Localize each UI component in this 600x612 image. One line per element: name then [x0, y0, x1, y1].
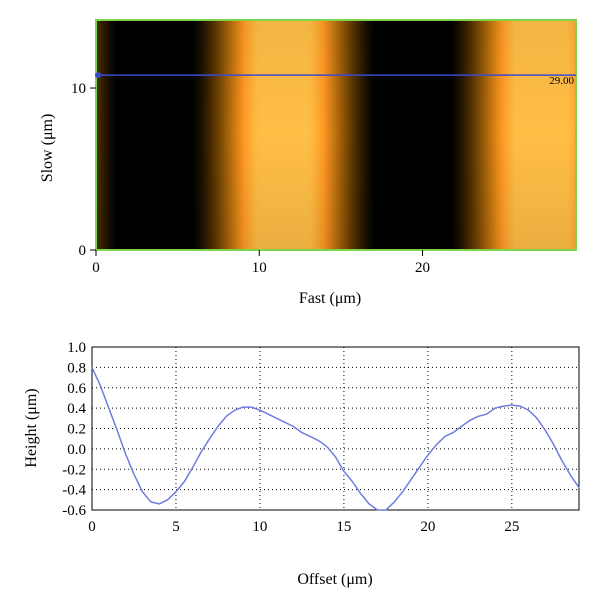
profile-point: [183, 480, 185, 483]
profile-point: [234, 409, 236, 411]
profile-x-axis-label: Offset (μm): [297, 571, 372, 588]
profile-y-tick-label: 0.2: [67, 422, 86, 438]
profile-point: [158, 503, 160, 505]
height-profile-panel: 0 5 10 15 20 25 -0.6 -0.4 -0.2 0.0 0.2 0.4 0.6 0.8 1.…: [23, 340, 580, 588]
profile-point: [116, 429, 118, 432]
profile-point: [553, 444, 555, 446]
profile-point: [318, 440, 320, 442]
profile-point: [368, 503, 370, 505]
profile-point: [242, 406, 244, 408]
profile-point: [192, 466, 194, 468]
profile-point: [376, 509, 379, 511]
afm-x-tick-label: 20: [415, 260, 430, 276]
scan-marker-label: 29.00: [549, 75, 574, 87]
profile-y-tick-label: 0.8: [67, 360, 86, 376]
profile-y-tick-label: -0.2: [62, 462, 86, 478]
profile-point: [250, 406, 253, 408]
afm-image-border: [95, 19, 577, 251]
scan-marker-handle[interactable]: [95, 72, 101, 79]
afm-x-ticks: 0 10 20: [92, 250, 430, 276]
afm-y-tick-label: 10: [71, 81, 86, 97]
height-profile-line: [91, 367, 580, 511]
profile-point: [418, 466, 421, 468]
profile-point: [351, 480, 353, 483]
profile-point: [385, 509, 387, 511]
profile-point: [570, 474, 572, 476]
profile-y-tick-label: 0.0: [67, 442, 86, 458]
profile-point: [444, 436, 446, 438]
profile-y-tick-label: 1.0: [67, 340, 86, 356]
profile-x-tick-label: 0: [88, 519, 96, 535]
profile-point: [259, 409, 261, 411]
profile-point: [125, 453, 127, 455]
profile-point: [544, 429, 547, 432]
profile-point: [494, 407, 496, 409]
profile-x-tick-label: 15: [336, 519, 351, 535]
profile-point: [276, 417, 278, 419]
profile-point: [452, 432, 454, 434]
profile-x-tick-label: 25: [504, 519, 519, 535]
profile-x-tick-label: 10: [252, 519, 267, 535]
profile-y-tick-label: 0.4: [67, 401, 86, 417]
profile-grid: [92, 346, 579, 511]
profile-point: [99, 385, 101, 387]
profile-point: [360, 493, 362, 495]
profile-point: [200, 451, 202, 453]
profile-point: [334, 456, 337, 458]
profile-point: [435, 444, 437, 446]
profile-x-tick-label: 20: [420, 519, 435, 535]
afm-x-axis-label: Fast (μm): [299, 290, 361, 307]
profile-point: [91, 366, 93, 368]
profile-point: [175, 491, 177, 493]
profile-y-ticks: -0.6 -0.4 -0.2 0.0 0.2 0.4 0.6 0.8 1.0: [62, 340, 86, 519]
profile-y-axis-label: Height (μm): [23, 388, 40, 467]
profile-point: [267, 413, 269, 415]
afm-x-tick-label: 10: [252, 260, 267, 276]
profile-point: [469, 419, 471, 421]
profile-point: [561, 460, 563, 462]
profile-point: [292, 425, 295, 428]
height-profile-points: [91, 366, 580, 511]
profile-point: [167, 499, 169, 501]
profile-point: [326, 446, 328, 448]
profile-y-tick-label: -0.6: [62, 503, 86, 519]
profile-point: [519, 405, 521, 407]
afm-image-panel: 29.00 0 10 20 0 10 Fast (μm) Slow (μm): [39, 19, 577, 307]
profile-point: [150, 501, 152, 503]
profile-point: [410, 478, 412, 480]
afm-image-shading: [96, 20, 576, 250]
profile-point: [225, 415, 227, 417]
profile-point: [108, 407, 110, 409]
profile-point: [309, 436, 311, 438]
profile-point: [486, 413, 488, 415]
profile-point: [393, 501, 395, 503]
profile-point: [460, 425, 462, 428]
profile-x-ticks: 0 5 10 15 20 25: [88, 519, 519, 535]
profile-point: [209, 438, 211, 440]
profile-x-tick-label: 5: [172, 519, 180, 535]
afm-x-tick-label: 0: [92, 260, 100, 276]
profile-point: [536, 417, 538, 419]
profile-point: [217, 425, 219, 428]
profile-point: [502, 405, 504, 407]
profile-plot-frame: [91, 346, 580, 511]
afm-y-axis-label: Slow (μm): [39, 114, 56, 183]
profile-point: [402, 491, 404, 493]
profile-y-tick-label: -0.4: [62, 483, 86, 499]
profile-point: [141, 491, 143, 493]
profile-point: [578, 487, 580, 489]
profile-point: [528, 409, 530, 411]
profile-point: [133, 473, 135, 475]
profile-point: [343, 470, 345, 472]
afm-y-tick-label: 0: [79, 243, 87, 259]
profile-point: [284, 421, 286, 423]
profile-point: [427, 454, 429, 456]
profile-point: [301, 432, 303, 434]
afm-y-ticks: 0 10: [71, 81, 96, 259]
profile-y-tick-label: 0.6: [67, 381, 86, 397]
profile-point: [477, 415, 479, 417]
profile-point: [511, 404, 513, 406]
